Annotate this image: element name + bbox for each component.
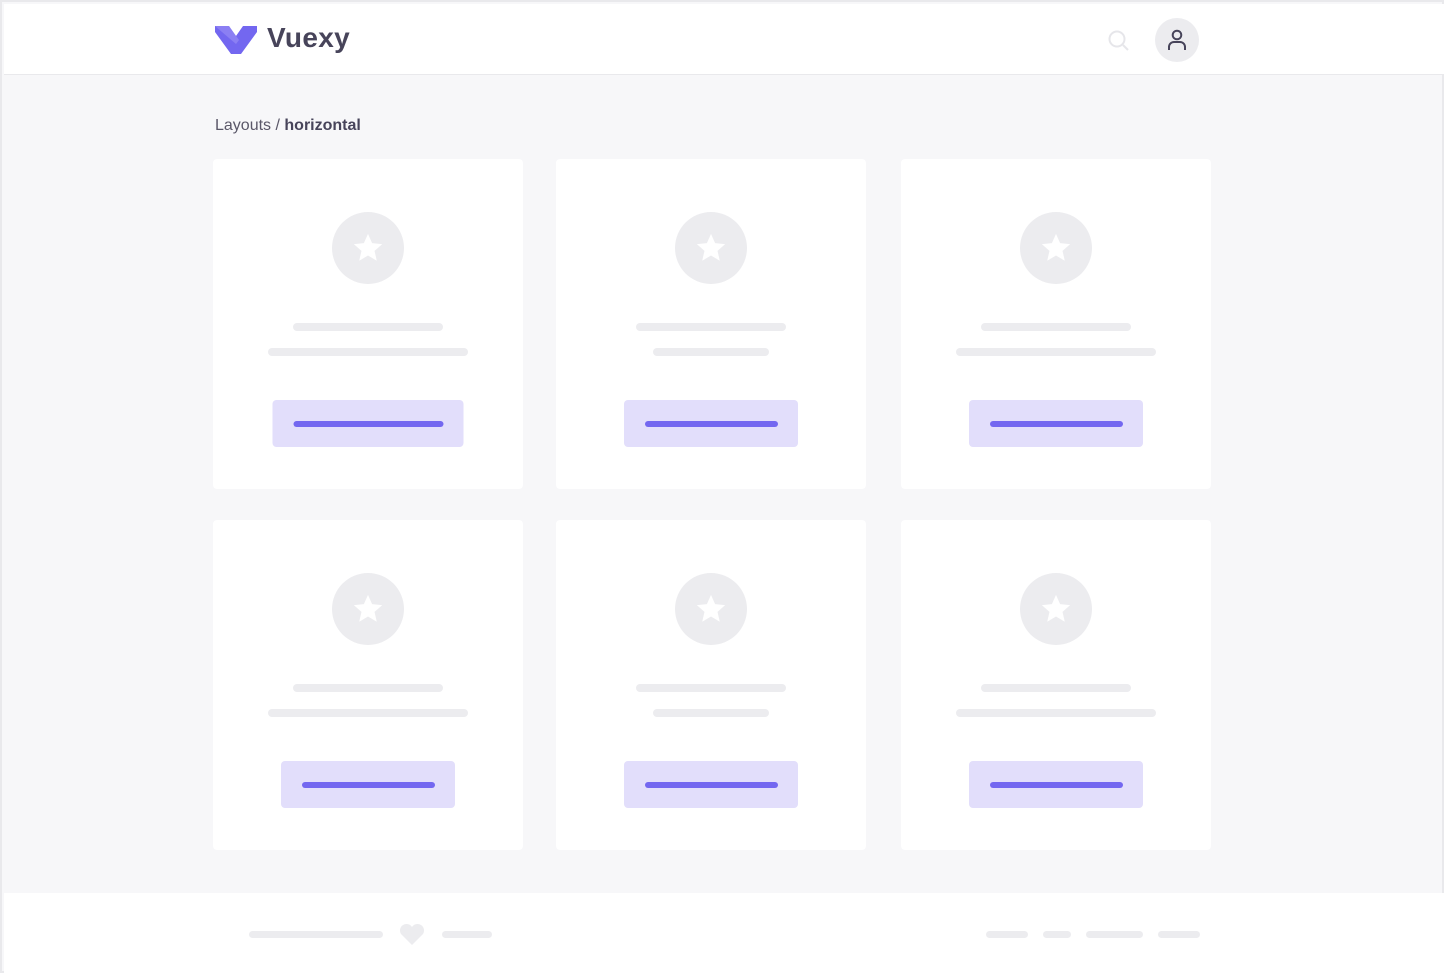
card-button[interactable]	[969, 400, 1143, 447]
placeholder-card	[901, 520, 1211, 850]
card-text-placeholder	[268, 709, 468, 717]
card-icon-circle	[332, 573, 404, 645]
card-button[interactable]	[624, 400, 798, 447]
footer-link-placeholder[interactable]	[1086, 931, 1143, 938]
card-button[interactable]	[969, 761, 1143, 808]
card-button[interactable]	[281, 761, 455, 808]
card-text-placeholder	[653, 348, 769, 356]
breadcrumb: Layouts / horizontal	[215, 117, 361, 135]
star-icon	[696, 233, 726, 261]
footer-link-placeholder[interactable]	[1043, 931, 1071, 938]
star-icon	[353, 233, 383, 261]
user-icon	[1168, 29, 1186, 50]
card-title-placeholder	[636, 323, 786, 331]
card-button-label-placeholder	[293, 420, 443, 427]
placeholder-card	[556, 520, 866, 850]
star-icon	[1041, 233, 1071, 261]
card-icon-circle	[675, 212, 747, 284]
top-navbar: Vuexy	[4, 4, 1444, 75]
card-title-placeholder	[293, 323, 443, 331]
heart-icon	[399, 923, 425, 945]
placeholder-card	[556, 159, 866, 489]
star-icon	[1041, 594, 1071, 622]
card-text-placeholder	[956, 709, 1156, 717]
search-icon[interactable]	[1108, 30, 1130, 52]
card-button-label-placeholder	[301, 781, 435, 788]
brand-name[interactable]: Vuexy	[267, 22, 350, 53]
breadcrumb-parent[interactable]: Layouts	[215, 117, 272, 134]
card-title-placeholder	[981, 684, 1131, 692]
card-text-placeholder	[956, 348, 1156, 356]
star-icon	[353, 594, 383, 622]
placeholder-card	[901, 159, 1211, 489]
card-title-placeholder	[293, 684, 443, 692]
card-button[interactable]	[624, 761, 798, 808]
footer-link-placeholder[interactable]	[1158, 931, 1200, 938]
card-button-label-placeholder	[989, 420, 1123, 427]
user-avatar[interactable]	[1155, 18, 1199, 62]
card-button-label-placeholder	[644, 420, 778, 427]
breadcrumb-current: horizontal	[284, 117, 361, 134]
placeholder-card	[213, 520, 523, 850]
breadcrumb-separator: /	[271, 117, 285, 134]
vuexy-logo-icon[interactable]	[215, 24, 257, 54]
footer-text-placeholder	[249, 931, 383, 938]
card-icon-circle	[675, 573, 747, 645]
card-icon-circle	[332, 212, 404, 284]
card-title-placeholder	[636, 684, 786, 692]
placeholder-card	[213, 159, 523, 489]
card-icon-circle	[1020, 573, 1092, 645]
star-icon	[696, 594, 726, 622]
footer	[4, 893, 1444, 973]
card-text-placeholder	[268, 348, 468, 356]
card-text-placeholder	[653, 709, 769, 717]
card-button[interactable]	[272, 400, 464, 447]
card-icon-circle	[1020, 212, 1092, 284]
footer-link-placeholder[interactable]	[986, 931, 1028, 938]
footer-text-placeholder	[442, 931, 492, 938]
card-title-placeholder	[981, 323, 1131, 331]
card-button-label-placeholder	[989, 781, 1123, 788]
card-button-label-placeholder	[644, 781, 778, 788]
